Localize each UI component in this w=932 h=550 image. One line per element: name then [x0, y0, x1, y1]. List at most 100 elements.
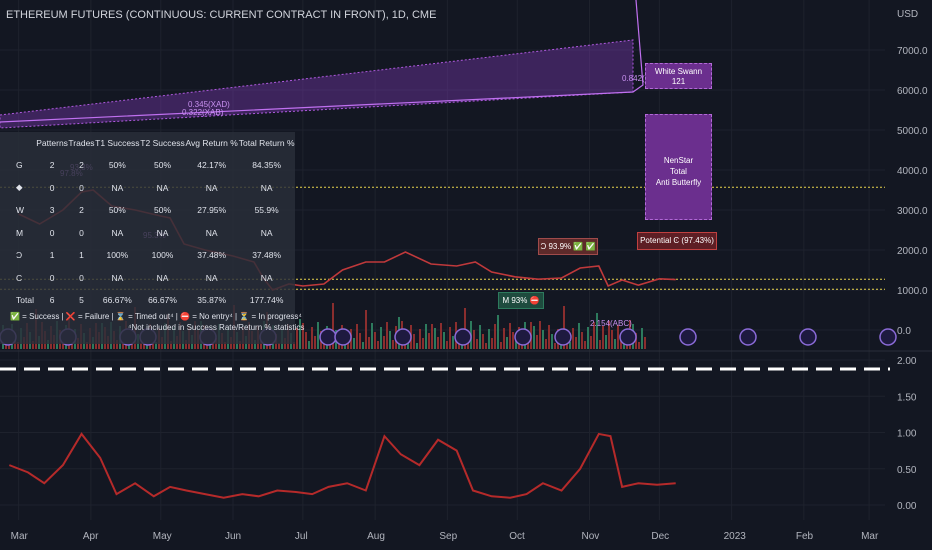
table-cell: NA [156, 227, 169, 238]
time-tick-label: Mar [861, 531, 879, 542]
volume-bar [605, 335, 607, 349]
oscillator-tick-label: 1.00 [897, 429, 917, 440]
volume-bar [155, 342, 157, 349]
table-cell: W [16, 205, 25, 216]
fib-label: 0.322(XAB) [182, 108, 224, 117]
volume-bar [347, 343, 349, 349]
volume-bar [503, 328, 505, 349]
table-cell: 66.67% [102, 295, 132, 306]
volume-bar [608, 321, 610, 349]
table-row: ◆ 0 0 NA NA NA NA [0, 177, 295, 200]
volume-bar [485, 343, 487, 349]
table-row: M 0 0 NA NA NA NA [0, 222, 295, 245]
volume-bar [488, 329, 490, 349]
price-tick-label: 0.0 [897, 326, 911, 337]
volume-bar [641, 328, 643, 349]
volume-bar [476, 339, 478, 349]
volume-bar [440, 323, 442, 349]
volume-bar [47, 340, 49, 349]
volume-bar [86, 342, 88, 349]
volume-bar [491, 338, 493, 349]
volume-bar [353, 338, 355, 349]
volume-bar [296, 328, 298, 349]
volume-bar [389, 331, 391, 349]
time-tick-label: May [153, 531, 172, 542]
table-cell: 66.67% [148, 295, 177, 306]
event-marker [739, 328, 757, 346]
table-row: Total 6 5 66.67% 66.67% 35.87% 177.74% [0, 289, 295, 312]
table-cell: NA [205, 182, 218, 193]
volume-bar [551, 334, 553, 349]
volume-bar [332, 303, 334, 349]
volume-bar [623, 343, 625, 349]
time-tick-label: Nov [581, 531, 599, 542]
table-cell: 42.17% [197, 160, 227, 171]
horizontal-levels [0, 186, 885, 290]
volume-bar [392, 340, 394, 349]
volume-bar [617, 325, 619, 349]
volume-bar [365, 310, 367, 349]
volume-bar [602, 326, 604, 349]
time-tick-label: Jul [295, 531, 308, 542]
time-axis: Mar Apr May Jun Jul Aug Sep Oct Nov Dec 2023 Feb Mar [11, 531, 879, 542]
volume-bar [638, 342, 640, 349]
price-tick-label: 2000.0 [897, 246, 928, 257]
volume-bar [449, 327, 451, 349]
potential-label: Potential Ͼ (97.43%) [637, 232, 717, 250]
volume-bar [170, 341, 172, 349]
table-cell: 6 [49, 295, 55, 306]
table-cell: 5 [79, 295, 84, 306]
volume-bar [569, 342, 571, 349]
volume-bar [428, 333, 430, 349]
currency-label: USD [897, 9, 919, 20]
event-marker [799, 328, 817, 346]
volume-bar [374, 332, 376, 349]
volume-bar [452, 336, 454, 349]
table-header-cell: T2 Success [140, 138, 185, 148]
table-cell: 2 [49, 160, 55, 171]
table-header-cell [0, 132, 36, 154]
table-cell: 0 [79, 182, 84, 193]
volume-bar [239, 341, 241, 349]
volume-bar [371, 323, 373, 349]
volume-bar [311, 327, 313, 349]
nenstar-line-3: Anti Butterfly [655, 178, 702, 187]
table-cell: 37.48% [197, 250, 227, 261]
table-cell: 27.95% [197, 205, 227, 216]
volume-bar [482, 334, 484, 349]
table-header-cell: Total Return % [238, 138, 295, 148]
price-axis: 0.0 1000.0 2000.0 3000.0 4000.0 5000.0 6000.0 7… [897, 46, 928, 337]
volume-bar [506, 337, 508, 349]
pattern-tag-939: Ͻ 93.9% ✅ ✅ [538, 238, 598, 255]
table-cell: 35.87% [197, 295, 227, 306]
time-tick-label: Mar [11, 531, 29, 542]
table-row: Ͻ 1 1 100% 100% 37.48% 37.48% [0, 244, 295, 267]
table-cell: 0 [79, 272, 84, 283]
table-cell: 50% [153, 205, 171, 216]
table-cell: 177.74% [249, 295, 284, 306]
table-header-cell: Patterns [36, 138, 68, 148]
oscillator-tick-label: 0.50 [897, 465, 917, 476]
white-swann-box: White Swann 121 [645, 63, 712, 89]
time-tick-label: Feb [796, 531, 814, 542]
fib-label: 0.842(BCD) [622, 74, 665, 83]
table-cell: Total [16, 295, 34, 306]
time-tick-label: Dec [651, 531, 669, 542]
volume-bar [533, 326, 535, 349]
volume-bar [539, 321, 541, 349]
volume-bar [362, 342, 364, 349]
volume-bar [611, 330, 613, 349]
volume-bar [599, 340, 601, 349]
event-marker [679, 328, 697, 346]
table-cell: 1 [79, 250, 84, 261]
volume-bar [380, 327, 382, 349]
volume-bar [509, 323, 511, 349]
volume-bar [32, 341, 34, 349]
volume-bar [425, 324, 427, 349]
price-tick-label: 1000.0 [897, 286, 928, 297]
volume-bar [494, 324, 496, 349]
table-cell: NA [111, 227, 124, 238]
table-cell: 2 [79, 205, 84, 216]
volume-bar [305, 332, 307, 349]
volume-bar [356, 324, 358, 349]
